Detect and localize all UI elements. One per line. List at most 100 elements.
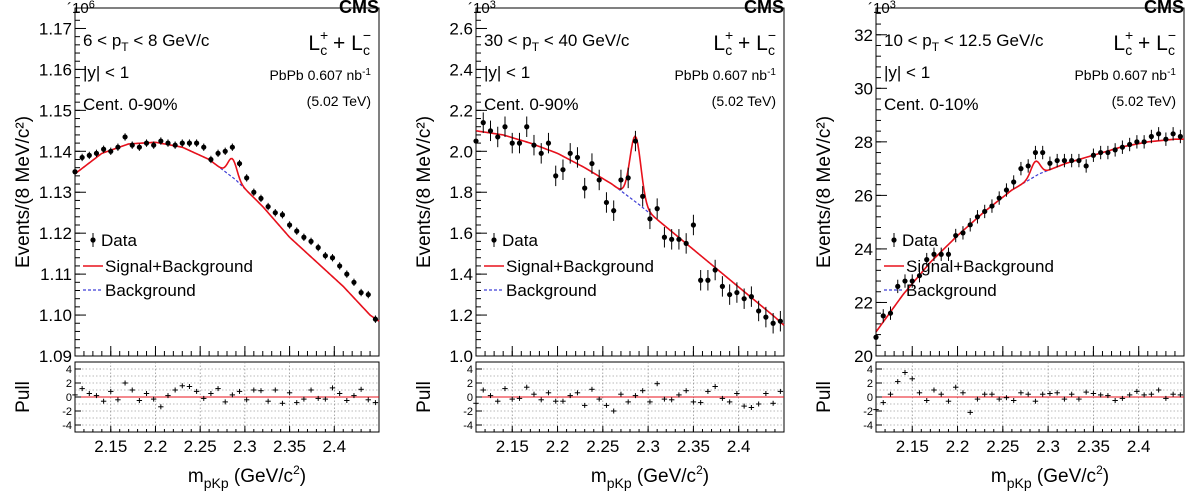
centrality-label: Cent. 0-90% bbox=[484, 95, 579, 114]
data-point bbox=[1054, 157, 1060, 164]
data-point bbox=[136, 144, 142, 150]
x-tick-label: 2.4 bbox=[1127, 437, 1151, 456]
data-point bbox=[1069, 157, 1075, 164]
data-point bbox=[719, 283, 726, 289]
y-tick-label: 2.4 bbox=[449, 60, 473, 79]
legend-signal-background-label: Signal+Background bbox=[506, 257, 654, 276]
x-tick-label: 2.35 bbox=[677, 437, 710, 456]
data-point bbox=[1105, 149, 1111, 156]
data-point bbox=[1119, 144, 1125, 150]
data-point bbox=[538, 150, 544, 156]
y-tick-label: 24 bbox=[854, 240, 873, 259]
y-axis-label: Events/(8 MeV/c²) bbox=[814, 116, 835, 268]
x-tick-label: 2.4 bbox=[322, 437, 346, 456]
data-point bbox=[698, 277, 704, 283]
data-point bbox=[143, 140, 150, 146]
y-tick-label: 26 bbox=[854, 186, 873, 205]
data-point bbox=[301, 234, 307, 240]
data-point bbox=[873, 334, 879, 340]
data-point bbox=[172, 142, 178, 148]
data-point bbox=[129, 142, 135, 148]
data-point bbox=[967, 222, 973, 228]
data-point bbox=[741, 296, 747, 302]
data-point bbox=[186, 140, 193, 146]
legend-signal-background-label: Signal+Background bbox=[105, 257, 253, 276]
data-point bbox=[1127, 141, 1133, 148]
data-point bbox=[712, 267, 718, 273]
data-point bbox=[953, 232, 959, 239]
data-point bbox=[344, 271, 350, 277]
data-point bbox=[596, 177, 602, 183]
x-axis-label: mpKp (GeV/c2) bbox=[188, 463, 306, 491]
data-point bbox=[351, 279, 357, 285]
pull-tick-label: 0 bbox=[467, 392, 473, 404]
legend-background-label: Background bbox=[906, 281, 997, 300]
data-point bbox=[582, 185, 588, 191]
data-point bbox=[640, 193, 646, 199]
data-point bbox=[509, 140, 515, 146]
data-point bbox=[545, 140, 552, 146]
data-point bbox=[676, 236, 682, 242]
legend-signal-background-label: Signal+Background bbox=[906, 257, 1054, 276]
x-tick-label: 2.15 bbox=[94, 437, 127, 456]
data-point bbox=[982, 208, 988, 215]
pull-tick-label: -2 bbox=[62, 406, 72, 418]
kinematic-y-label: |y| < 1 bbox=[884, 63, 930, 82]
data-point bbox=[1177, 133, 1183, 140]
data-point bbox=[770, 320, 776, 326]
y-tick-label: 1.4 bbox=[449, 265, 473, 284]
pull-tick-label: -4 bbox=[62, 420, 72, 432]
y-tick-label: 1.11 bbox=[40, 265, 72, 284]
data-point bbox=[1163, 136, 1169, 142]
y-axis-label: Events/(8 MeV/c²) bbox=[414, 116, 435, 268]
y-multiplier: ´103 bbox=[468, 0, 496, 17]
y-tick-label: 1.12 bbox=[39, 224, 72, 243]
data-point bbox=[589, 160, 595, 167]
data-point bbox=[358, 289, 364, 296]
kinematic-pt-label: 30 < pT < 40 GeV/c bbox=[484, 31, 630, 54]
data-point bbox=[480, 120, 486, 126]
data-point bbox=[1090, 152, 1097, 158]
data-point bbox=[625, 175, 631, 181]
data-point bbox=[727, 291, 733, 298]
data-point bbox=[1061, 157, 1068, 164]
data-point bbox=[194, 140, 200, 146]
data-point bbox=[909, 278, 915, 284]
data-point bbox=[603, 199, 610, 206]
data-point bbox=[1032, 149, 1039, 156]
kinematic-pt-label: 10 < pT < 12.5 GeV/c bbox=[884, 31, 1044, 54]
data-point bbox=[974, 214, 981, 220]
data-point bbox=[165, 140, 171, 146]
data-point bbox=[531, 142, 537, 148]
pull-tick-label: 4 bbox=[66, 364, 72, 376]
pull-tick-label: 2 bbox=[867, 378, 873, 390]
y-tick-label: 1.15 bbox=[39, 101, 72, 120]
data-point bbox=[756, 308, 762, 314]
y-tick-label: 30 bbox=[854, 79, 873, 98]
data-point bbox=[151, 142, 157, 148]
experiment-label: CMS bbox=[339, 0, 379, 17]
y-tick-label: 1.2 bbox=[449, 306, 473, 325]
pull-axis-label: Pull bbox=[814, 381, 835, 413]
signal-background-curve bbox=[875, 138, 1184, 333]
data-point bbox=[294, 228, 300, 234]
main-plot-frame bbox=[74, 7, 380, 357]
pull-axis-label: Pull bbox=[414, 381, 435, 413]
data-point bbox=[179, 140, 185, 146]
y-tick-label: 2.0 bbox=[449, 142, 473, 161]
data-point bbox=[337, 263, 343, 269]
y-tick-label: 1.16 bbox=[39, 60, 72, 79]
data-point bbox=[654, 206, 660, 212]
data-point bbox=[1047, 160, 1053, 166]
experiment-label: CMS bbox=[744, 0, 784, 17]
data-point bbox=[229, 144, 235, 150]
kinematic-y-label: |y| < 1 bbox=[484, 63, 530, 82]
data-point bbox=[647, 216, 653, 222]
data-point bbox=[286, 222, 293, 228]
pull-axis-label: Pull bbox=[13, 381, 34, 413]
data-point bbox=[1003, 187, 1010, 193]
data-point bbox=[1141, 139, 1147, 145]
data-point bbox=[1156, 131, 1162, 137]
y-tick-label: 28 bbox=[854, 133, 873, 152]
data-point bbox=[272, 210, 278, 216]
